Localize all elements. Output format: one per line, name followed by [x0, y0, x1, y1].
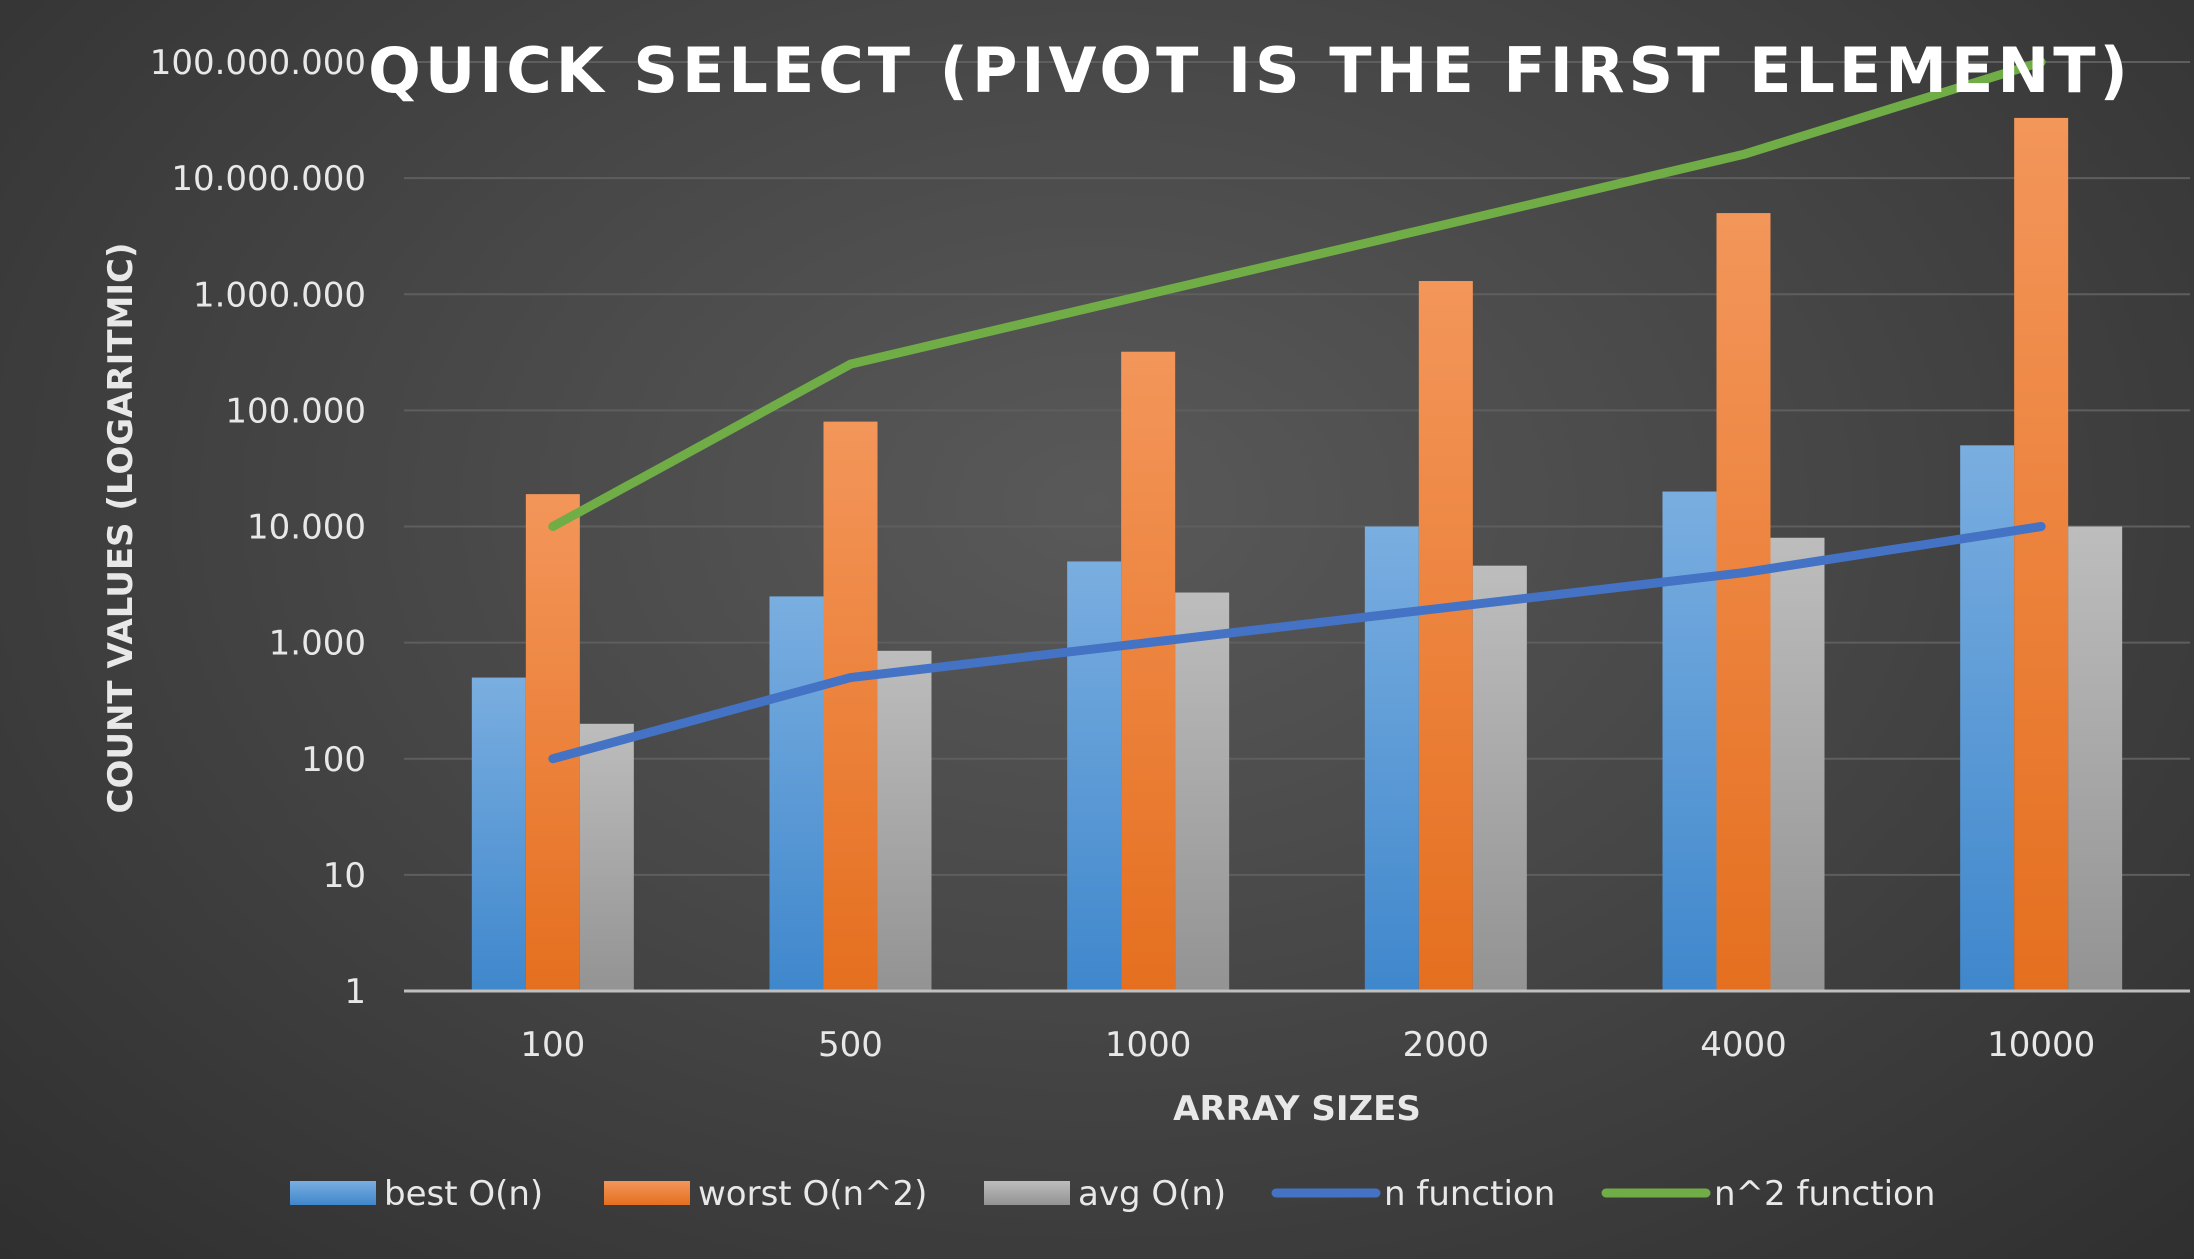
- y-tick-label: 10.000.000: [171, 159, 366, 199]
- y-axis-title: COUNT VALUES (LOGARITMIC): [101, 243, 141, 814]
- bar-best-100: [472, 678, 526, 991]
- chart-title: QUICK SELECT (PIVOT IS THE FIRST ELEMENT…: [368, 34, 2132, 107]
- bar-best-4000: [1663, 492, 1717, 991]
- x-tick-label: 100: [520, 1025, 585, 1065]
- x-tick-label: 10000: [1987, 1025, 2095, 1065]
- bar-worst-1000: [1121, 352, 1175, 991]
- y-tick-label: 100.000: [225, 391, 366, 431]
- bar-best-1000: [1067, 561, 1121, 991]
- x-tick-label: 500: [818, 1025, 883, 1065]
- y-tick-label: 100: [301, 740, 366, 780]
- x-tick-label: 1000: [1105, 1025, 1192, 1065]
- legend-label: worst O(n^2): [698, 1174, 927, 1214]
- legend-item: avg O(n): [984, 1174, 1226, 1214]
- bar-worst-500: [824, 422, 878, 991]
- bar-avg-100: [580, 724, 634, 991]
- legend-swatch: [604, 1181, 690, 1205]
- legend-item: worst O(n^2): [604, 1174, 927, 1214]
- bar-best-2000: [1365, 527, 1419, 992]
- bar-avg-4000: [1771, 538, 1825, 991]
- y-tick-label: 100.000.000: [150, 43, 366, 83]
- legend-item: n function: [1276, 1174, 1555, 1214]
- bar-worst-4000: [1717, 213, 1771, 991]
- legend-label: best O(n): [384, 1174, 543, 1214]
- y-tick-label: 1.000.000: [193, 275, 366, 315]
- bar-best-10000: [1960, 445, 2014, 991]
- legend-swatch: [984, 1181, 1070, 1205]
- legend-label: n^2 function: [1714, 1174, 1935, 1214]
- y-tick-label: 1: [344, 972, 366, 1012]
- y-tick-label: 10.000: [247, 508, 366, 548]
- legend-item: n^2 function: [1606, 1174, 1935, 1214]
- x-tick-label: 4000: [1700, 1025, 1787, 1065]
- bar-best-500: [770, 596, 824, 991]
- y-tick-label: 1.000: [269, 624, 366, 664]
- bar-worst-2000: [1419, 281, 1473, 991]
- grid-lines: [404, 62, 2190, 875]
- legend-swatch: [290, 1181, 376, 1205]
- bar-avg-10000: [2068, 527, 2122, 992]
- x-axis-title: ARRAY SIZES: [1173, 1089, 1421, 1129]
- x-tick-label: 2000: [1403, 1025, 1490, 1065]
- bar-worst-100: [526, 494, 580, 991]
- bar-worst-10000: [2014, 118, 2068, 991]
- legend-label: n function: [1384, 1174, 1555, 1214]
- legend: best O(n) worst O(n^2) avg O(n) n function n…: [290, 1174, 1935, 1214]
- bar-avg-500: [878, 651, 932, 991]
- bar-avg-1000: [1175, 593, 1229, 991]
- y-tick-label: 10: [323, 856, 366, 896]
- legend-item: best O(n): [290, 1174, 543, 1214]
- bar-avg-2000: [1473, 566, 1527, 991]
- legend-label: avg O(n): [1078, 1174, 1226, 1214]
